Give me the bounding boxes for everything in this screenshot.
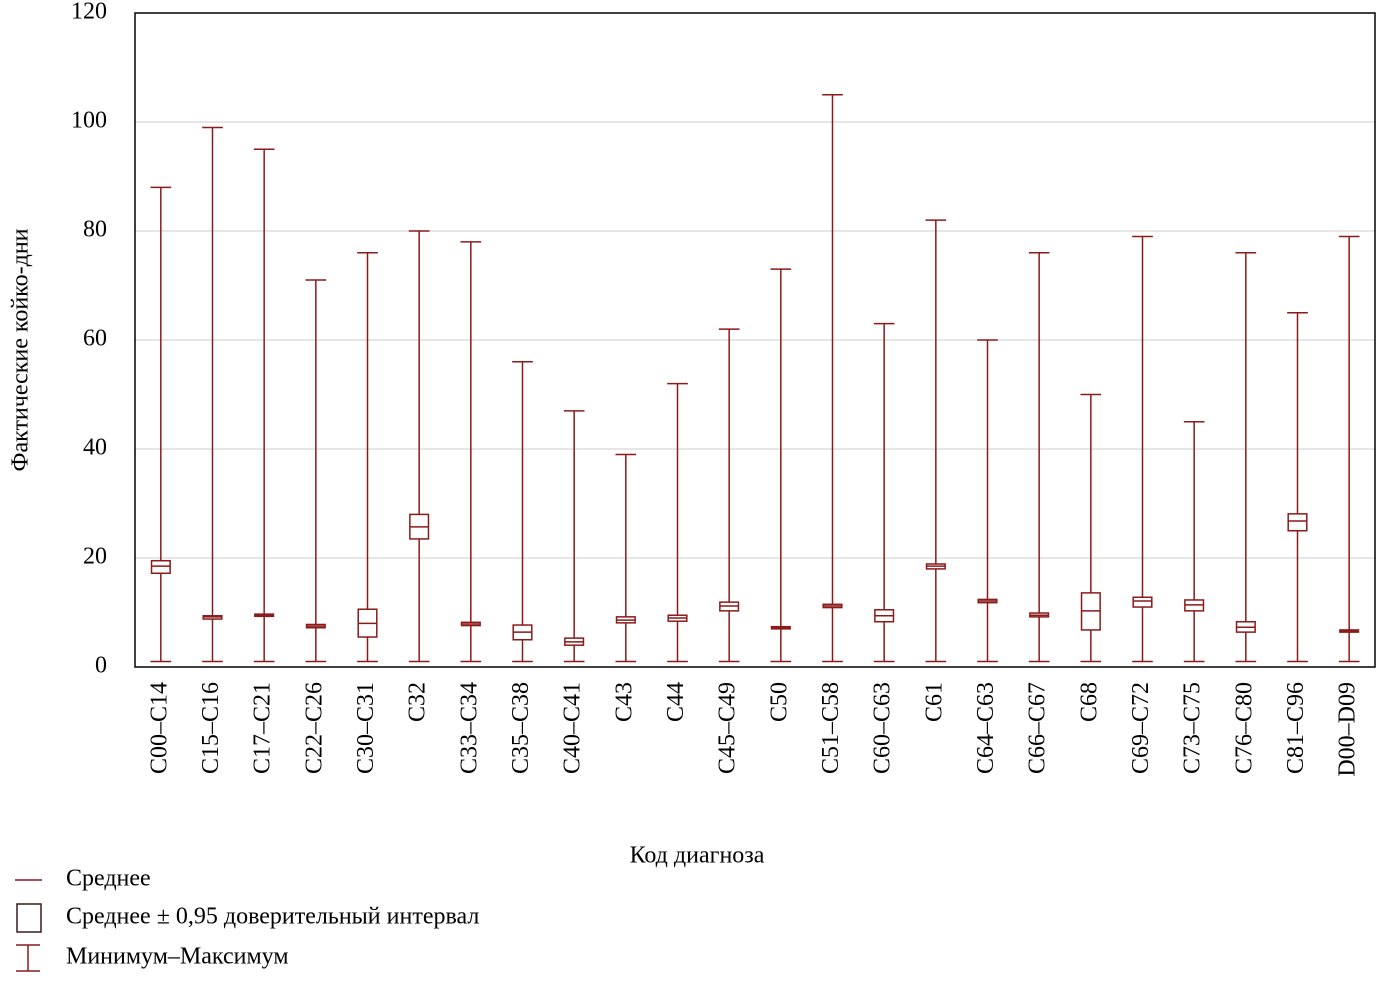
x-tick-label: C32 — [405, 682, 431, 722]
x-tick-label: D00–D09 — [1335, 682, 1361, 777]
x-tick-label: C44 — [663, 682, 689, 722]
x-tick-label: C30–C31 — [353, 682, 379, 774]
x-tick-label: C73–C75 — [1180, 682, 1206, 774]
y-tick-label: 0 — [95, 653, 107, 679]
legend-swatch — [16, 903, 42, 933]
x-tick-label: C61 — [921, 682, 947, 722]
x-tick-label: C66–C67 — [1025, 682, 1051, 774]
x-tick-label: C51–C58 — [818, 682, 844, 774]
x-tick-label: C22–C26 — [301, 682, 327, 774]
x-tick-label: C69–C72 — [1128, 682, 1154, 774]
ci-box — [150, 559, 171, 575]
x-tick-label: C33–C34 — [456, 682, 482, 774]
x-tick-label: C40–C41 — [560, 682, 586, 774]
x-tick-label: C15–C16 — [198, 682, 224, 774]
x-tick-label: C17–C21 — [250, 682, 276, 774]
y-tick-label: 120 — [71, 0, 107, 25]
x-tick-label: C81–C96 — [1283, 682, 1309, 774]
x-tick-label: C50 — [766, 682, 792, 722]
x-tick-label: C35–C38 — [508, 682, 534, 774]
x-axis-title: Код диагноза — [630, 843, 765, 869]
legend-label: Минимум–Максимум — [66, 944, 289, 970]
legend-label: Среднее ± 0,95 доверительный интервал — [66, 904, 479, 930]
ci-box — [1132, 596, 1153, 608]
ci-box — [1287, 513, 1308, 532]
plot-frame — [134, 12, 1376, 668]
x-tick-label: C60–C63 — [870, 682, 896, 774]
x-tick-label: C00–C14 — [146, 682, 172, 774]
y-tick-label: 20 — [83, 544, 107, 570]
x-tick-label: C64–C63 — [973, 682, 999, 774]
x-tick-label: C76–C80 — [1231, 682, 1257, 774]
y-tick-label: 60 — [83, 326, 107, 352]
x-tick-label: C45–C49 — [715, 682, 741, 774]
x-tick-label: C43 — [611, 682, 637, 722]
x-tick-label: C68 — [1076, 682, 1102, 722]
y-tick-label: 80 — [83, 217, 107, 243]
legend-label: Среднее — [66, 866, 151, 892]
y-tick-label: 40 — [83, 435, 107, 461]
y-tick-label: 100 — [71, 108, 107, 134]
y-axis-title: Фактические койко-дни — [8, 228, 34, 471]
